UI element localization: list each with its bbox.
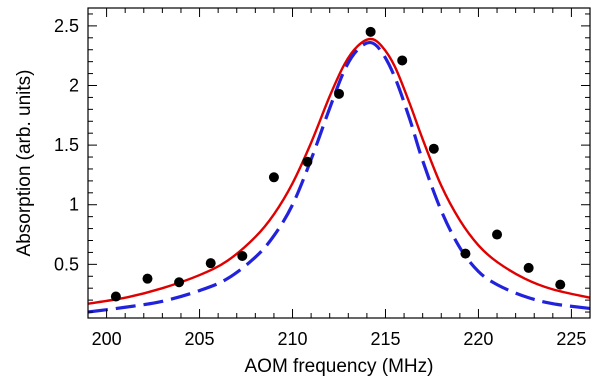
data-point — [492, 229, 503, 240]
data-point — [555, 279, 566, 290]
data-point — [237, 251, 248, 261]
x-tick-label: 225 — [556, 329, 586, 349]
y-axis-label: Absorption (arb. units) — [14, 70, 35, 257]
plot-frame — [87, 7, 591, 319]
data-point — [110, 291, 121, 302]
data-point — [334, 88, 344, 99]
x-tick-label: 200 — [92, 329, 122, 349]
data-point — [174, 277, 185, 288]
y-tick-label: 0.5 — [54, 254, 79, 274]
y-ticks: 0.5 1 1.5 2 2.5 — [54, 13, 590, 313]
solid-fit-curve — [88, 37, 590, 305]
y-tick-label: 2 — [69, 76, 79, 96]
data-point — [302, 156, 313, 167]
data-point — [205, 258, 216, 269]
data-point — [460, 248, 471, 259]
dashed-fit-curve — [88, 40, 590, 314]
y-tick-label: 1 — [69, 195, 79, 215]
data-point — [268, 172, 279, 183]
x-tick-label: 215 — [370, 329, 400, 349]
x-tick-label: 220 — [463, 329, 493, 349]
x-axis-label: AOM frequency (MHz) — [245, 356, 434, 377]
data-point — [397, 55, 408, 66]
x-tick-label: 205 — [185, 329, 215, 349]
y-tick-label: 2.5 — [54, 16, 79, 36]
curves-layer — [88, 37, 590, 314]
data-point — [365, 26, 376, 37]
points-layer — [110, 26, 566, 302]
data-point — [428, 143, 439, 154]
data-point — [142, 273, 153, 284]
y-tick-label: 1.5 — [54, 135, 79, 155]
data-point — [523, 262, 534, 273]
x-tick-label: 210 — [277, 329, 307, 349]
x-ticks: 200 205 210 215 220 225 — [87, 8, 591, 349]
